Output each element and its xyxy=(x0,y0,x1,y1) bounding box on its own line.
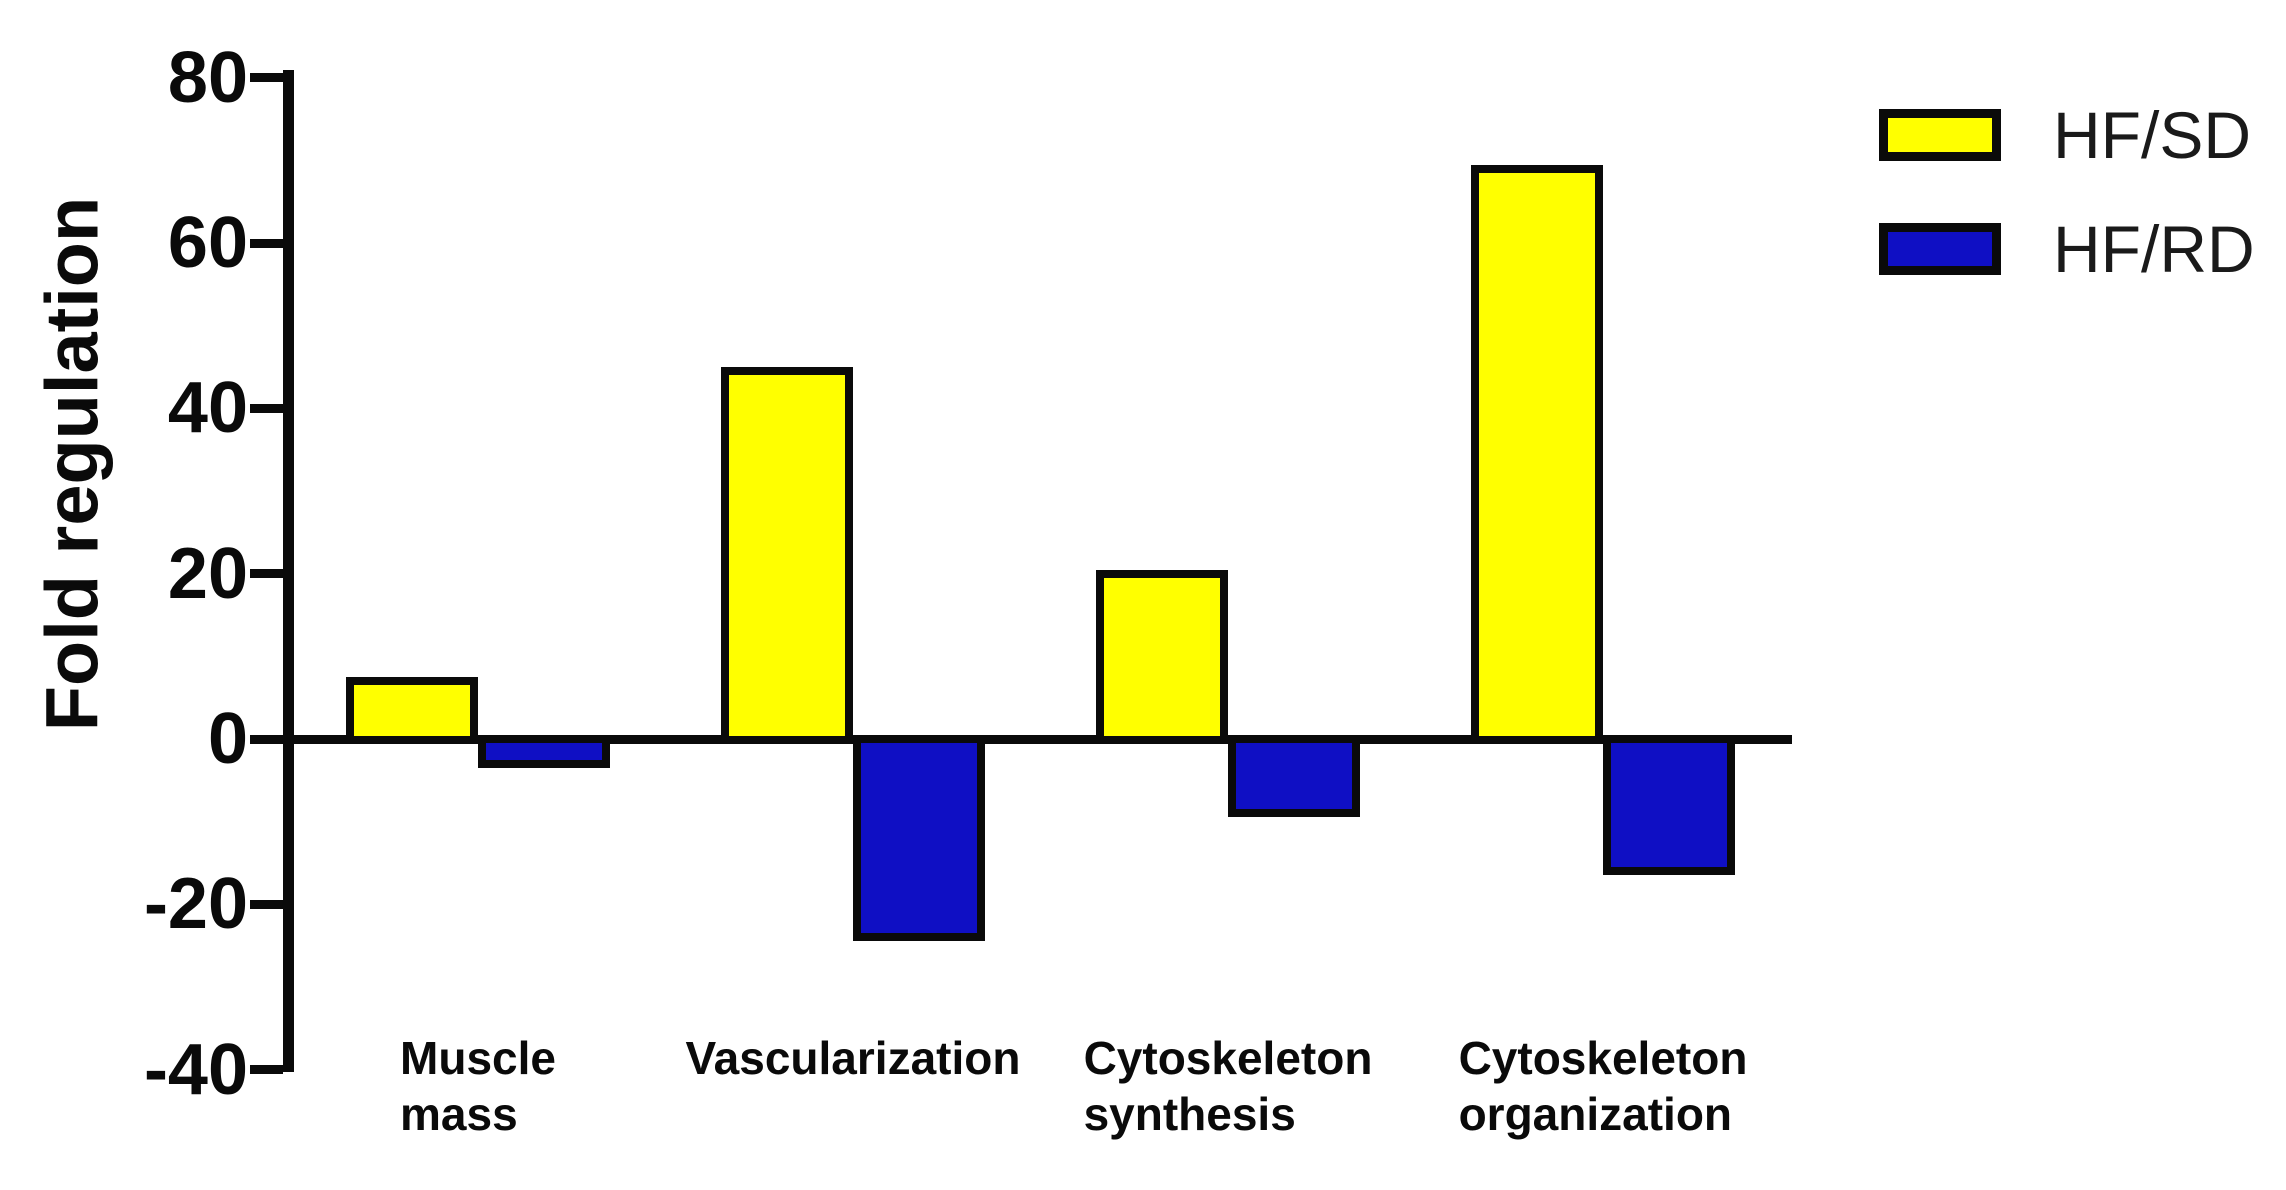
legend-label-hfsd: HF/SD xyxy=(2053,98,2251,172)
x-category-label-line: organization xyxy=(1458,1088,1733,1141)
x-axis-zero-line xyxy=(283,735,1792,744)
bar-hfrd-muscle-mass xyxy=(478,735,610,768)
bar-hfsd-vascularization xyxy=(721,367,853,744)
y-tick-label: 40 xyxy=(167,368,248,449)
legend-swatch-hfsd xyxy=(1879,109,2001,161)
y-tick-label: 0 xyxy=(207,699,248,779)
y-tick xyxy=(250,899,283,909)
bar-hfsd-cytoskeleton-organization xyxy=(1471,164,1603,744)
x-category-label-line: mass xyxy=(400,1088,518,1141)
bar-hfrd-cytoskeleton-synthesis xyxy=(1228,735,1360,818)
y-tick xyxy=(250,734,283,744)
y-tick-label: 20 xyxy=(167,533,248,614)
x-category-label-line: Cytoskeleton xyxy=(1083,1032,1373,1084)
bar-hfsd-cytoskeleton-synthesis xyxy=(1096,569,1228,744)
y-tick-label: -40 xyxy=(143,1029,248,1110)
y-tick xyxy=(250,238,283,248)
x-category-label-line: synthesis xyxy=(1083,1088,1296,1141)
x-category-label: Vascularization xyxy=(686,1030,1021,1086)
x-category-label-line: Vascularization xyxy=(685,1032,1021,1084)
legend-swatch-hfrd xyxy=(1879,223,2001,275)
bar-hfrd-cytoskeleton-organization xyxy=(1603,735,1735,876)
x-category-label: Cytoskeleton synthesis xyxy=(1084,1030,1373,1142)
x-category-label-line: Cytoskeleton xyxy=(1458,1032,1748,1084)
x-category-label-line: Muscle xyxy=(400,1032,556,1084)
y-tick xyxy=(250,569,283,579)
y-tick-label: 80 xyxy=(167,37,248,118)
y-tick-label: -20 xyxy=(143,864,248,945)
x-category-label: Cytoskeleton organization xyxy=(1459,1030,1748,1142)
y-axis-spine xyxy=(283,70,294,1072)
bar-hfsd-muscle-mass xyxy=(346,677,478,744)
x-category-label: Muscle mass xyxy=(400,1030,556,1142)
legend-label-hfrd: HF/RD xyxy=(2053,212,2255,286)
y-tick xyxy=(250,73,283,83)
y-tick-label: 60 xyxy=(167,203,248,284)
y-tick xyxy=(250,1065,283,1075)
y-tick xyxy=(250,403,283,413)
bar-hfrd-vascularization xyxy=(853,735,985,942)
